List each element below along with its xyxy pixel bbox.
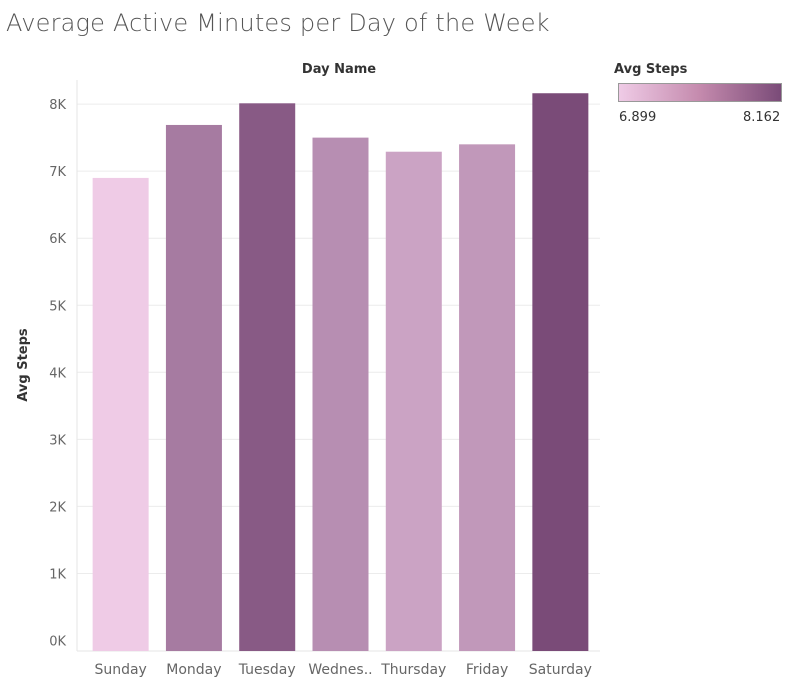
y-tick-label: 0K: [49, 635, 66, 650]
bar-monday[interactable]: [165, 124, 222, 651]
y-axis-ticks: 0K 1K 2K 3K 4K 5K 6K 7K 8K: [49, 98, 66, 649]
x-tick-label: Sunday: [94, 662, 146, 678]
chart-title: Average Active Minutes per Day of the We…: [6, 9, 550, 37]
x-tick-label: Thursday: [380, 662, 446, 678]
x-axis-ticks: Sunday Monday Tuesday Wednes.. Thursday Frida…: [94, 662, 591, 678]
bar-friday[interactable]: [459, 144, 516, 651]
y-tick-label: 8K: [49, 98, 66, 113]
bars: [92, 93, 589, 651]
y-tick-label: 7K: [49, 165, 66, 180]
color-legend-gradient: [618, 83, 782, 102]
x-tick-label: Monday: [166, 662, 221, 678]
y-tick-label: 4K: [49, 366, 66, 381]
x-tick-label: Saturday: [529, 662, 592, 678]
legend-min-label: 6.899: [619, 110, 657, 125]
y-tick-label: 6K: [49, 232, 66, 247]
bar-thursday[interactable]: [385, 151, 442, 651]
x-tick-label: Friday: [466, 662, 508, 678]
bar-wednes[interactable]: [312, 137, 369, 651]
y-tick-label: 3K: [49, 433, 66, 448]
x-tick-label: Tuesday: [238, 662, 296, 678]
y-tick-label: 2K: [49, 500, 66, 515]
y-tick-label: 5K: [49, 299, 66, 314]
legend-max-label: 8.162: [743, 110, 781, 125]
legend-title: Avg Steps: [614, 62, 688, 77]
bar-tuesday[interactable]: [239, 103, 296, 651]
bar-sunday[interactable]: [92, 177, 149, 651]
y-axis-title: Avg Steps: [16, 328, 31, 402]
y-tick-label: 1K: [49, 567, 66, 582]
x-tick-label: Wednes..: [308, 662, 372, 678]
bar-saturday[interactable]: [532, 93, 589, 651]
x-axis-title: Day Name: [302, 62, 376, 77]
